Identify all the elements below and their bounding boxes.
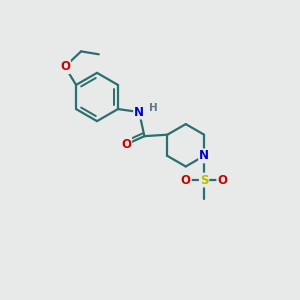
Text: O: O xyxy=(218,173,227,187)
Text: N: N xyxy=(134,106,144,118)
Text: O: O xyxy=(121,138,131,151)
Text: N: N xyxy=(199,149,209,162)
Text: H: H xyxy=(149,103,158,113)
Text: O: O xyxy=(60,60,70,73)
Text: O: O xyxy=(181,173,191,187)
Text: S: S xyxy=(200,173,208,187)
